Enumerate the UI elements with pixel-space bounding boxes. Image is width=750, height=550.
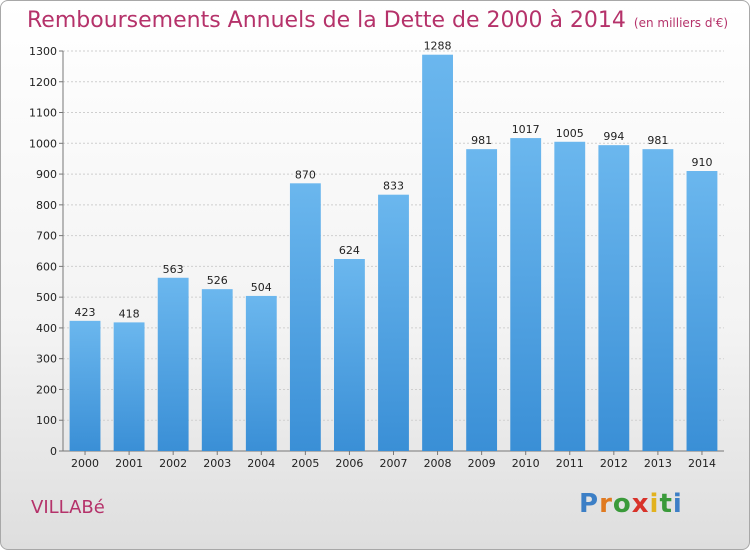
- x-tick-label: 2009: [468, 457, 496, 470]
- y-tick-label: 200: [36, 383, 57, 396]
- bar: [245, 295, 277, 451]
- data-label: 1005: [556, 127, 584, 140]
- bar: [686, 171, 718, 451]
- bar: [113, 322, 145, 451]
- y-tick-label: 500: [36, 291, 57, 304]
- x-tick-label: 2001: [115, 457, 143, 470]
- data-label: 624: [339, 244, 360, 257]
- bar: [554, 141, 586, 451]
- y-tick-label: 700: [36, 230, 57, 243]
- y-tick-label: 1200: [29, 76, 57, 89]
- y-tick-label: 1300: [29, 45, 57, 58]
- bar: [201, 289, 233, 451]
- y-tick-label: 300: [36, 353, 57, 366]
- y-tick-label: 0: [50, 445, 57, 458]
- x-tick-label: 2007: [380, 457, 408, 470]
- bar: [598, 145, 630, 451]
- data-label: 981: [471, 134, 492, 147]
- logo-letter: i: [672, 489, 683, 519]
- bar: [157, 277, 189, 451]
- y-tick-label: 100: [36, 414, 57, 427]
- x-tick-label: 2014: [688, 457, 716, 470]
- y-tick-label: 400: [36, 322, 57, 335]
- location-name: VILLABé: [31, 497, 105, 518]
- logo-letter: o: [612, 489, 632, 519]
- data-label: 1288: [424, 40, 452, 53]
- data-label: 833: [383, 180, 404, 193]
- bar: [69, 320, 101, 451]
- bar: [289, 183, 321, 452]
- y-tick-label: 600: [36, 260, 57, 273]
- x-tick-label: 2008: [424, 457, 452, 470]
- logo-letter: P: [579, 489, 600, 519]
- data-label: 563: [163, 263, 184, 276]
- x-tick-label: 2002: [159, 457, 187, 470]
- logo-letter: x: [631, 489, 650, 519]
- data-label: 418: [119, 307, 140, 320]
- logo-letter: r: [599, 489, 613, 519]
- data-label: 504: [251, 281, 272, 294]
- y-tick-label: 1000: [29, 137, 57, 150]
- bar: [334, 259, 365, 451]
- logo-letter: i: [649, 489, 660, 519]
- x-tick-label: 2005: [291, 457, 319, 470]
- x-tick-label: 2004: [247, 457, 275, 470]
- data-label: 870: [295, 168, 316, 181]
- x-tick-label: 2010: [512, 457, 540, 470]
- data-label: 994: [603, 130, 624, 143]
- x-tick-label: 2012: [600, 457, 628, 470]
- x-tick-label: 2011: [556, 457, 584, 470]
- data-label: 423: [75, 306, 96, 319]
- chart-title: Remboursements Annuels de la Dette de 20…: [27, 8, 626, 33]
- labels: 0 100 200 300 400 500 600 700 800 900 1000 1100 1200…: [29, 40, 716, 470]
- bar: [466, 149, 498, 451]
- bar: [642, 149, 674, 451]
- x-tick-label: 2003: [203, 457, 231, 470]
- x-tick-label: 2013: [644, 457, 672, 470]
- chart-subtitle: (en milliers d'€): [633, 16, 729, 30]
- bar: [510, 138, 542, 452]
- y-tick-label: 800: [36, 199, 57, 212]
- logo-letter: t: [659, 489, 673, 519]
- proxiti-logo: Proxiti: [579, 489, 683, 519]
- chart-title-block: Remboursements Annuels de la Dette de 20…: [27, 8, 728, 33]
- y-tick-label: 1100: [29, 107, 57, 120]
- bar: [422, 54, 453, 451]
- x-tick-label: 2006: [335, 457, 363, 470]
- bar: [378, 194, 409, 451]
- data-label: 1017: [512, 123, 540, 136]
- bars: [69, 54, 718, 452]
- data-label: 526: [207, 274, 228, 287]
- y-tick-label: 900: [36, 168, 57, 181]
- x-tick-label: 2000: [71, 457, 99, 470]
- data-label: 910: [691, 156, 712, 169]
- data-label: 981: [647, 134, 668, 147]
